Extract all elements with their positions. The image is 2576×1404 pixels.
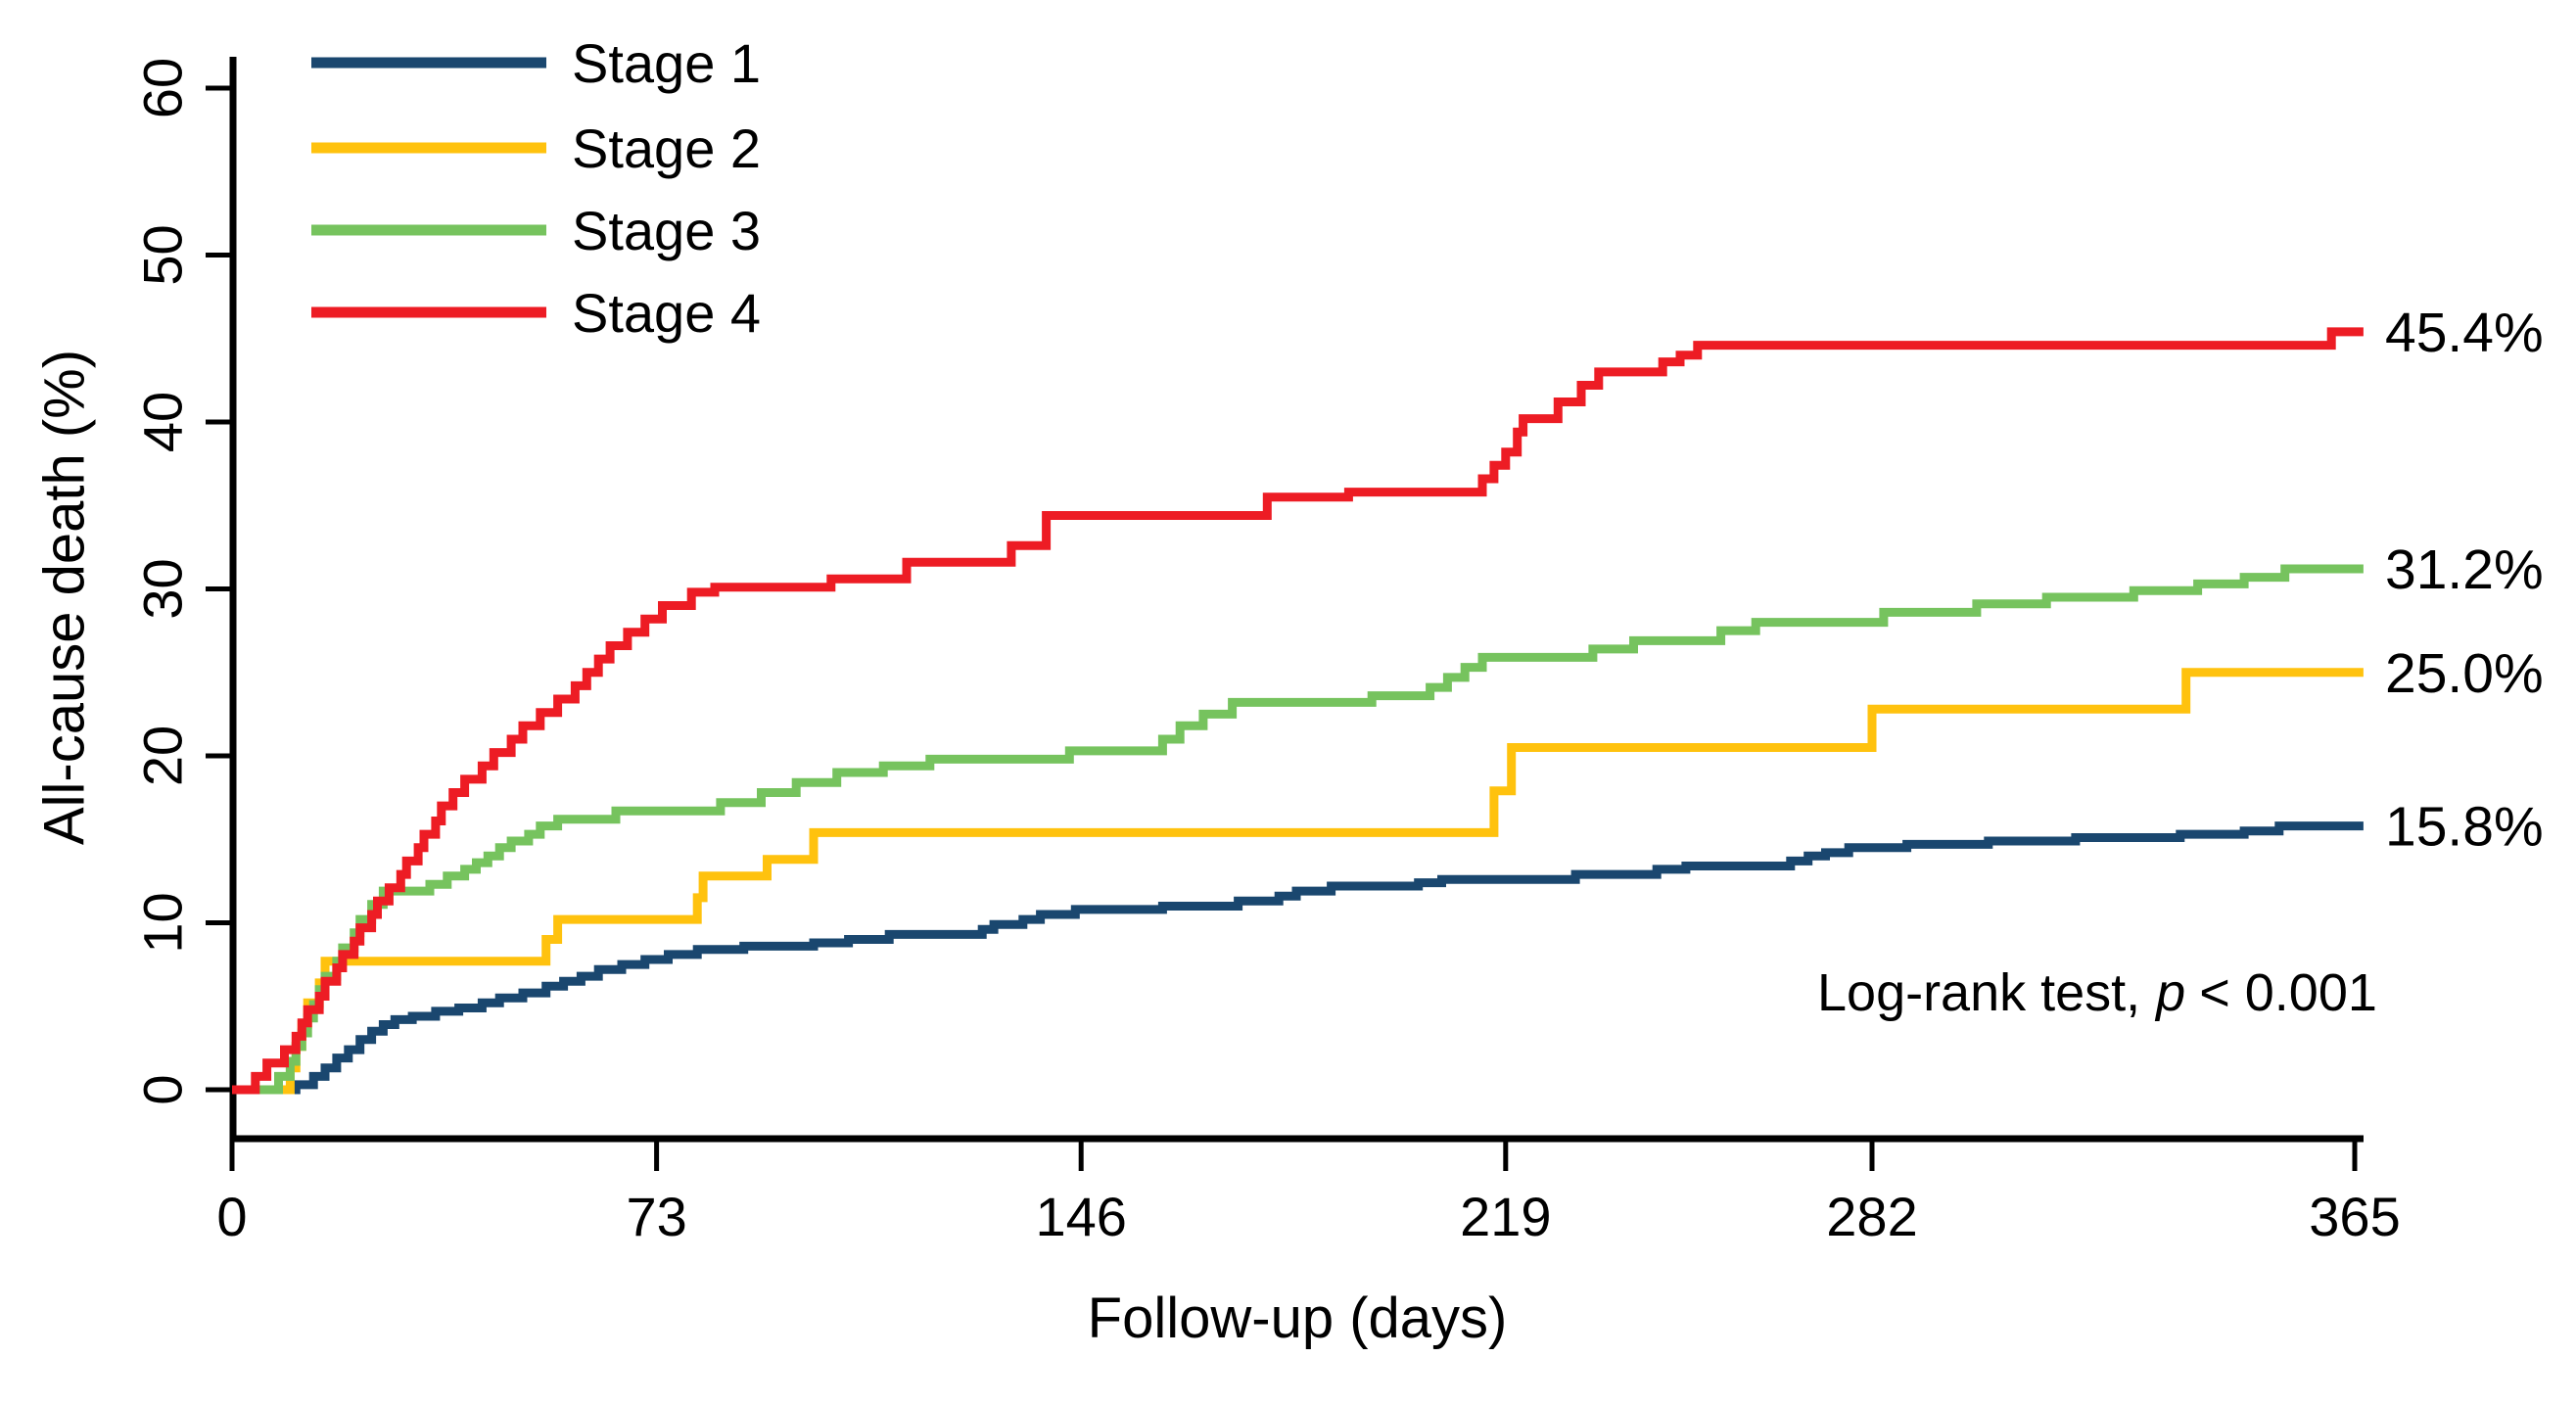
- log-rank-text: Log-rank test,: [1817, 963, 2140, 1022]
- y-tick-label: 0: [132, 1074, 194, 1104]
- y-tick-label: 40: [132, 392, 194, 452]
- y-axis-title: All-cause death (%): [33, 350, 97, 845]
- y-tick-label: 50: [132, 224, 194, 285]
- y-tick-label: 10: [132, 892, 194, 953]
- axes: 0 10 20 30 40 50 60 0 73 146 219 282 365: [132, 57, 2401, 1247]
- y-tick-label: 20: [132, 725, 194, 786]
- y-tick-label: 30: [132, 558, 194, 619]
- x-tick-label: 365: [2309, 1186, 2400, 1247]
- series-curves: [232, 327, 2364, 1095]
- legend-label-stage-1: Stage 1: [572, 32, 761, 94]
- end-labels: 15.8% 25.0% 31.2% 45.4%: [2385, 302, 2544, 859]
- log-rank-annotation: Log-rank test, p < 0.001: [1817, 963, 2377, 1022]
- x-tick-label: 146: [1035, 1186, 1126, 1247]
- legend-label-stage-3: Stage 3: [572, 200, 761, 261]
- series-curve-stage-1: [232, 821, 2364, 1095]
- p-value-text: < 0.001: [2199, 963, 2377, 1022]
- x-axis-title: Follow-up (days): [1088, 1287, 1508, 1350]
- legend-label-stage-2: Stage 2: [572, 117, 761, 179]
- legend: Stage 1 Stage 2 Stage 3 Stage 4: [311, 32, 761, 344]
- y-tick-label: 60: [132, 58, 194, 118]
- x-tick-label: 73: [626, 1186, 686, 1247]
- end-label-stage-3: 31.2%: [2385, 538, 2544, 601]
- end-label-stage-4: 45.4%: [2385, 302, 2544, 364]
- series-curve-stage-4: [232, 327, 2364, 1095]
- x-tick-label: 0: [216, 1186, 247, 1247]
- x-tick-label: 282: [1826, 1186, 1917, 1247]
- end-label-stage-1: 15.8%: [2385, 796, 2544, 859]
- series-curve-stage-2: [232, 668, 2364, 1095]
- p-symbol: p: [2154, 963, 2185, 1022]
- end-label-stage-2: 25.0%: [2385, 642, 2544, 705]
- x-tick-label: 219: [1460, 1186, 1551, 1247]
- legend-label-stage-4: Stage 4: [572, 282, 761, 344]
